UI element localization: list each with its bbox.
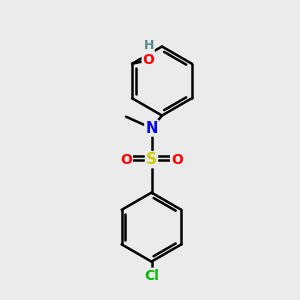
Text: S: S	[146, 152, 157, 167]
Text: Cl: Cl	[144, 269, 159, 283]
Text: O: O	[143, 53, 154, 67]
Text: H: H	[143, 39, 154, 52]
Text: N: N	[145, 121, 158, 136]
Text: O: O	[171, 153, 183, 166]
Text: O: O	[120, 153, 132, 166]
